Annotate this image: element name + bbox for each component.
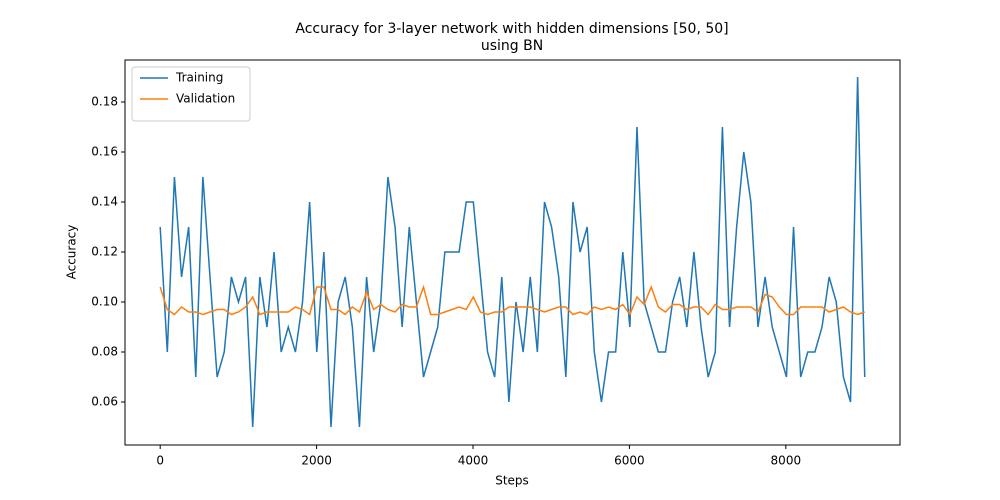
x-tick-label: 2000 xyxy=(301,454,332,468)
plot-frame xyxy=(124,59,901,446)
y-tick-label: 0.10 xyxy=(91,295,118,309)
chart-title: Accuracy for 3-layer network with hidden… xyxy=(295,21,728,37)
y-tick-label: 0.08 xyxy=(91,345,118,359)
x-axis-label: Steps xyxy=(495,474,529,488)
x-tick-label: 4000 xyxy=(458,454,489,468)
y-tick-label: 0.16 xyxy=(91,145,118,159)
legend-label: Training xyxy=(175,71,223,85)
series-line xyxy=(159,76,866,428)
y-tick-label: 0.18 xyxy=(91,95,118,109)
y-axis-label: Accuracy xyxy=(65,225,79,280)
y-tick-label: 0.12 xyxy=(91,245,118,259)
y-tick-label: 0.06 xyxy=(91,395,118,409)
y-tick-label: 0.14 xyxy=(91,195,118,209)
legend-box xyxy=(131,66,251,122)
chart-title: using BN xyxy=(481,38,543,54)
legend-label: Validation xyxy=(176,92,235,106)
series-line xyxy=(159,284,865,317)
x-tick-label: 0 xyxy=(156,454,164,468)
x-tick-label: 6000 xyxy=(614,454,645,468)
x-tick-label: 8000 xyxy=(771,454,802,468)
